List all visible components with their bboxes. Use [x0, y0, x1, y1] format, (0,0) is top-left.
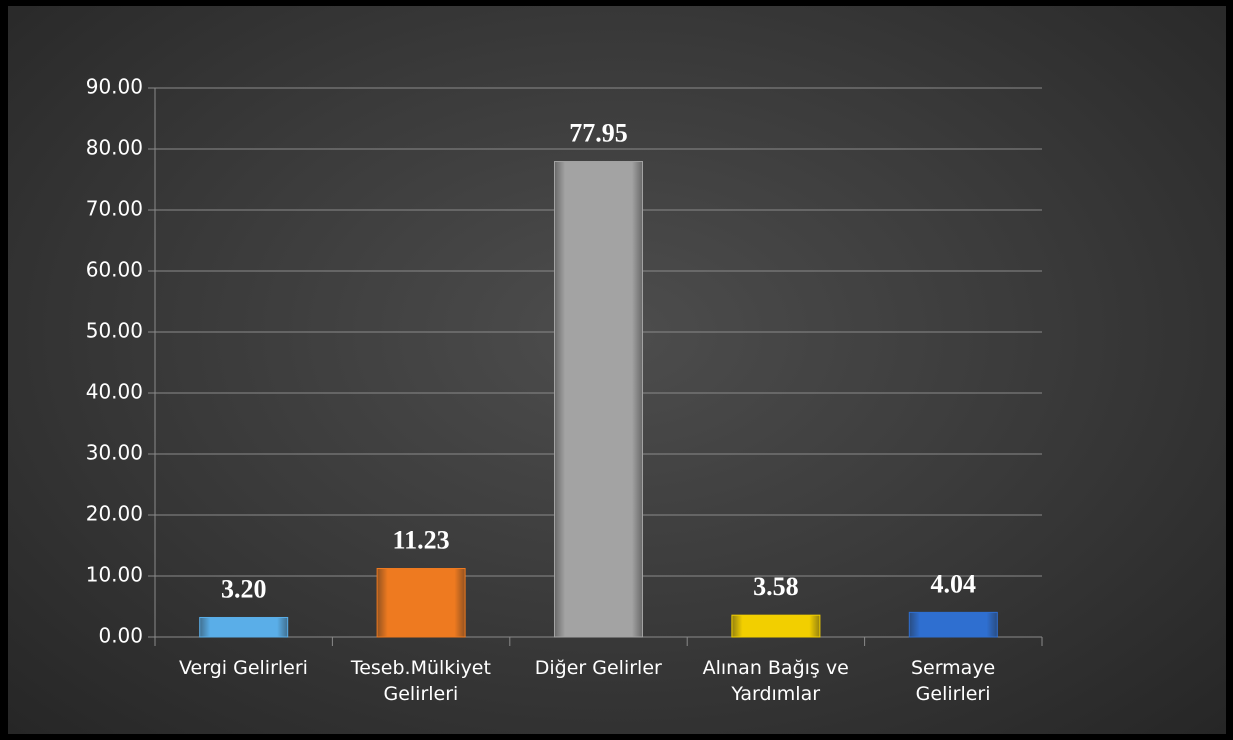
y-tick-label: 70.00 [86, 197, 143, 221]
y-tick-label: 10.00 [86, 563, 143, 587]
x-tick-label: Sermaye Gelirleri [910, 657, 996, 705]
bar [376, 567, 466, 638]
bar [908, 611, 998, 638]
data-label: 11.23 [393, 525, 450, 554]
data-label: 3.20 [221, 574, 267, 603]
data-label: 4.04 [931, 569, 977, 598]
y-tick-label: 90.00 [86, 75, 143, 99]
x-tick-label: Vergi Gelirleri [179, 657, 308, 679]
y-tick-label: 80.00 [86, 136, 143, 160]
x-tick-label: Diğer Gelirler [534, 657, 662, 679]
bar [199, 616, 289, 638]
y-tick-label: 60.00 [86, 258, 143, 282]
bar [554, 161, 643, 638]
bar [731, 614, 821, 638]
y-tick-label: 30.00 [86, 441, 143, 465]
y-tick-label: 50.00 [86, 319, 143, 343]
data-label: 77.95 [569, 118, 628, 147]
x-tick-label: Teseb.Mülkiyet Gelirleri [350, 657, 491, 705]
y-tick-label: 0.00 [98, 624, 143, 648]
data-label: 3.58 [753, 572, 799, 601]
y-tick-label: 20.00 [86, 502, 143, 526]
y-tick-label: 40.00 [86, 380, 143, 404]
x-tick-label: Alınan Bağış ve Yardımlar [702, 657, 849, 705]
